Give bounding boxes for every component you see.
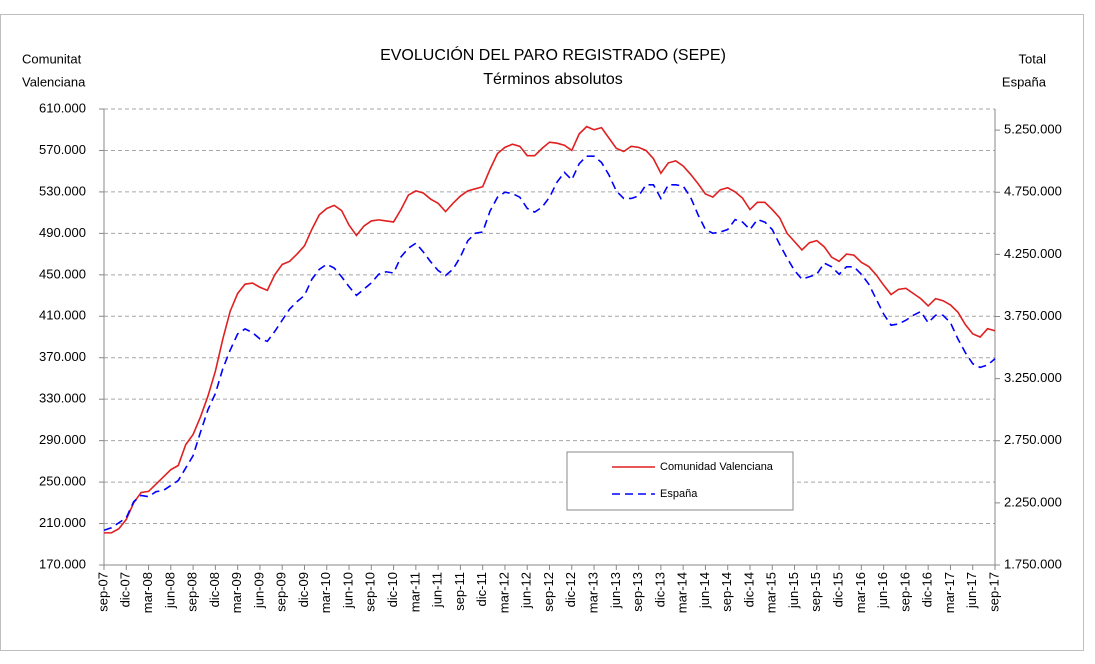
y2-axis-label: España	[1002, 74, 1047, 89]
y2-tick-label: 2.750.000	[1004, 432, 1062, 447]
y2-axis-label: Total	[1019, 51, 1047, 66]
x-tick-label: dic-10	[385, 572, 400, 607]
x-tick-label: sep-14	[719, 572, 734, 612]
y-tick-label: 410.000	[39, 308, 86, 323]
x-tick-label: jun-08	[162, 572, 177, 609]
y2-tick-label: 1.750.000	[1004, 556, 1062, 571]
x-tick-label: dic-08	[207, 572, 222, 607]
x-tick-label: sep-11	[452, 572, 467, 611]
x-tick-label: sep-12	[541, 572, 556, 612]
x-tick-label: jun-16	[875, 572, 890, 609]
x-tick-label: dic-13	[652, 572, 667, 607]
y-axis-label: Valenciana	[22, 74, 86, 89]
x-tick-label: sep-13	[630, 572, 645, 612]
x-tick-label: sep-09	[274, 572, 289, 612]
x-tick-label: sep-16	[897, 572, 912, 612]
x-tick-label: mar-17	[942, 572, 957, 613]
x-tick-label: mar-11	[407, 572, 422, 612]
x-tick-label: dic-09	[296, 572, 311, 607]
x-tick-label: jun-13	[608, 572, 623, 609]
x-tick-label: jun-15	[786, 572, 801, 609]
x-tick-label: dic-15	[831, 572, 846, 607]
y2-tick-label: 3.750.000	[1004, 308, 1062, 323]
y-tick-label: 210.000	[39, 515, 86, 530]
y2-tick-label: 5.250.000	[1004, 122, 1062, 137]
y-tick-label: 290.000	[39, 432, 86, 447]
y-axis-label: Comunitat	[22, 51, 82, 66]
chart-subtitle: Términos absolutos	[483, 71, 623, 88]
legend-label: España	[660, 488, 698, 500]
data-line	[103, 155, 996, 531]
x-tick-label: mar-13	[585, 572, 600, 613]
chart-title: EVOLUCIÓN DEL PARO REGISTRADO (SEPE)	[380, 45, 726, 64]
x-tick-label: mar-08	[140, 572, 155, 613]
x-tick-label: jun-14	[697, 572, 712, 609]
legend-box	[566, 451, 794, 511]
y-tick-label: 370.000	[39, 349, 86, 364]
y2-tick-label: 2.250.000	[1004, 494, 1062, 509]
x-tick-label: jun-17	[964, 572, 979, 609]
x-tick-label: mar-10	[318, 572, 333, 613]
x-tick-label: sep-10	[363, 572, 378, 612]
y-tick-label: 250.000	[39, 474, 86, 489]
y-tick-label: 450.000	[39, 266, 86, 281]
x-tick-label: sep-08	[185, 572, 200, 612]
y2-tick-label: 4.250.000	[1004, 246, 1062, 261]
y-tick-label: 330.000	[39, 391, 86, 406]
y2-tick-label: 4.750.000	[1004, 184, 1062, 199]
y-tick-label: 570.000	[39, 142, 86, 157]
y-tick-label: 610.000	[39, 100, 86, 115]
data-line	[104, 125, 996, 534]
x-tick-label: jun-10	[340, 572, 355, 609]
x-tick-label: dic-11	[474, 572, 489, 606]
x-tick-label: mar-14	[675, 572, 690, 613]
y-tick-label: 490.000	[39, 225, 86, 240]
y-tick-label: 530.000	[39, 183, 86, 198]
chart-frame	[0, 14, 1084, 651]
x-tick-label: dic-14	[741, 572, 756, 607]
x-tick-label: dic-07	[118, 572, 133, 607]
x-tick-label: dic-12	[563, 572, 578, 607]
x-tick-label: jun-09	[251, 572, 266, 609]
x-tick-label: mar-09	[229, 572, 244, 613]
x-tick-label: jun-11	[430, 572, 445, 608]
x-tick-label: sep-07	[95, 572, 110, 612]
x-tick-label: mar-16	[853, 572, 868, 613]
x-tick-label: dic-16	[920, 572, 935, 607]
legend-label: Comunidad Valenciana	[660, 461, 774, 473]
y2-tick-label: 3.250.000	[1004, 370, 1062, 385]
x-tick-label: sep-17	[986, 572, 1001, 612]
y-tick-label: 170.000	[39, 556, 86, 571]
x-tick-label: mar-15	[764, 572, 779, 613]
x-tick-label: jun-12	[519, 572, 534, 609]
x-tick-label: sep-15	[808, 572, 823, 612]
x-tick-label: mar-12	[496, 572, 511, 613]
